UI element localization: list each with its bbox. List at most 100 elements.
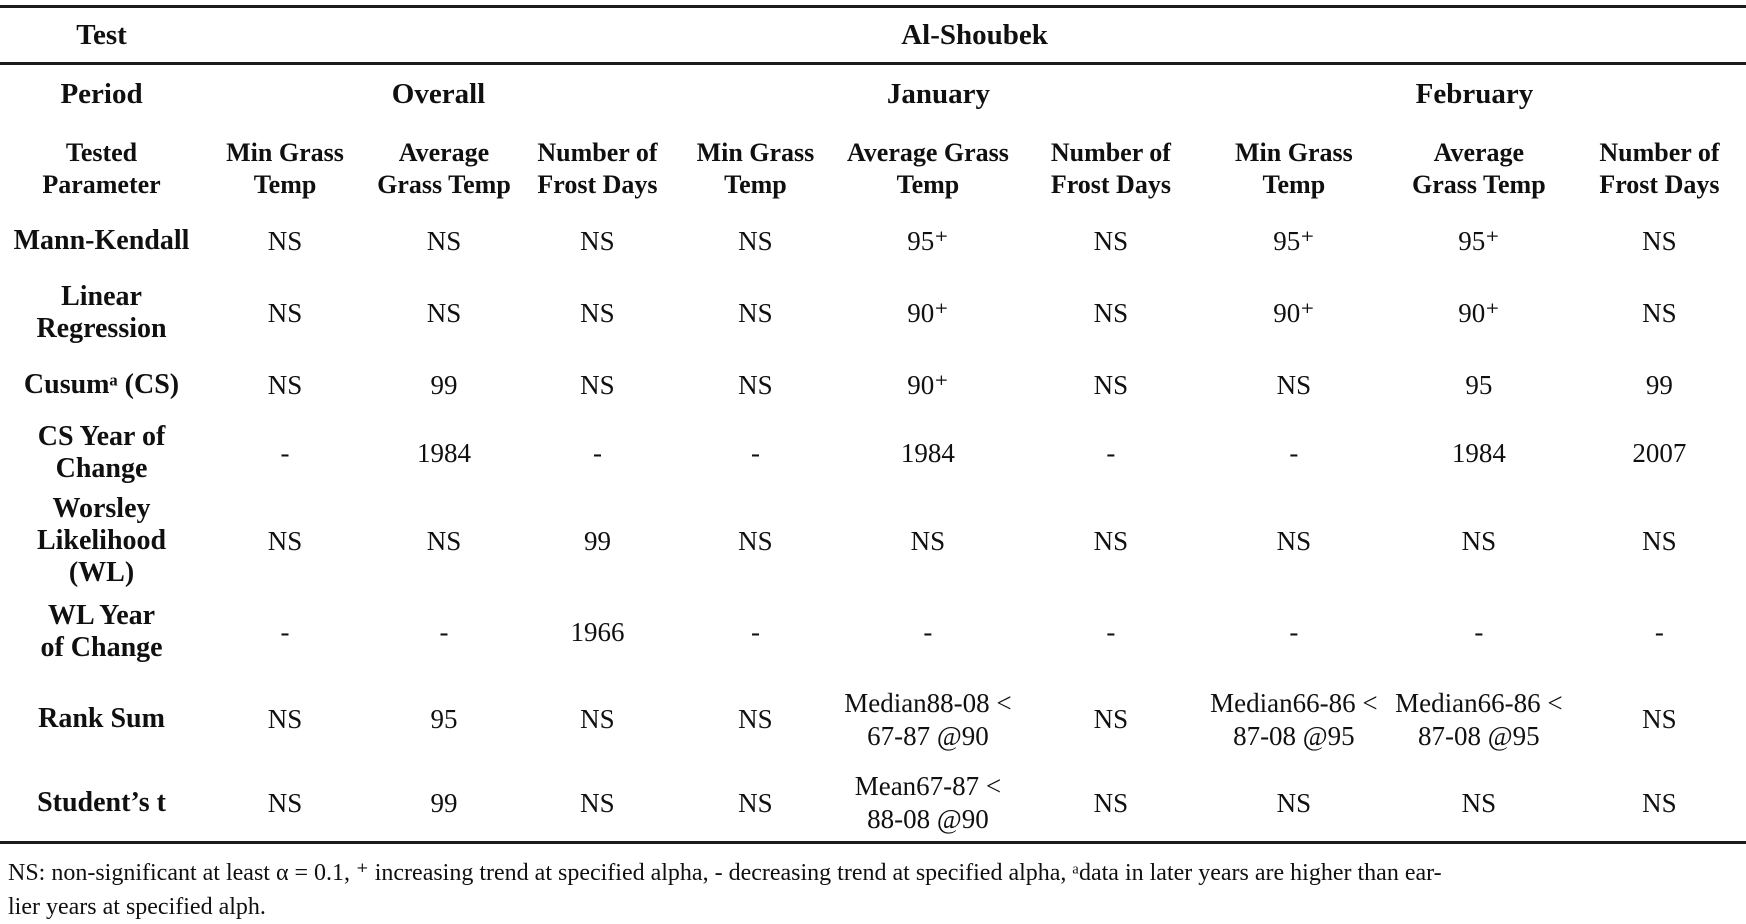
value-cell: 95⁺ xyxy=(907,226,949,257)
row-label-wl-year-of-change: WL Year of Change xyxy=(40,599,163,664)
value-cell: - xyxy=(439,616,449,647)
value-cell: 90⁺ xyxy=(907,297,949,328)
value-cell: - xyxy=(750,616,760,647)
site-header: Al-Shoubek xyxy=(203,6,1746,65)
row-label-worsley-likelihood: Worsley Likelihood (WL) xyxy=(36,493,167,589)
value-cell: - xyxy=(1106,437,1116,468)
value-cell: Median88-08 < 67-87 @90 xyxy=(844,688,1012,751)
value-cell: NS xyxy=(580,787,615,818)
value-cell: 95⁺ xyxy=(1458,226,1500,257)
value-cell: NS xyxy=(1642,226,1677,257)
table-row-cs-year-of-change: CS Year of Change - 1984 - - 1984 - - 19… xyxy=(0,413,1746,493)
param-header-february-frost-days: Number of Frost Days xyxy=(1599,138,1720,199)
table-row-mann-kendall: Mann-Kendall NS NS NS NS 95⁺ NS 95⁺ 95⁺ … xyxy=(0,215,1746,268)
value-cell: NS xyxy=(738,297,773,328)
value-cell: 99 xyxy=(1645,370,1673,401)
param-header-overall-avg-grass: Average Grass Temp xyxy=(377,138,511,199)
param-header-overall-min-grass: Min Grass Temp xyxy=(226,138,344,199)
value-cell: 99 xyxy=(430,370,458,401)
value-cell: NS xyxy=(1093,297,1129,328)
value-cell: Median66-86 < 87-08 @95 xyxy=(1395,688,1563,751)
value-cell: - xyxy=(1106,616,1116,647)
value-cell: NS xyxy=(267,787,303,818)
table-row-cusum: Cusumᵃ (CS) NS 99 NS NS 90⁺ NS NS 95 99 xyxy=(0,358,1746,413)
table-row-rank-sum: Rank Sum NS 95 NS NS Median88-08 < 67-87… xyxy=(0,675,1746,765)
table-row-parameters: Tested Parameter Min Grass Temp Average … xyxy=(0,123,1746,215)
value-cell: 95 xyxy=(430,704,458,735)
value-cell: NS xyxy=(1642,704,1677,735)
value-cell: NS xyxy=(580,370,615,401)
period-january: January xyxy=(886,77,990,110)
row-label-mann-kendall: Mann-Kendall xyxy=(13,225,190,257)
value-cell: NS xyxy=(1093,526,1129,557)
value-cell: NS xyxy=(1093,704,1129,735)
param-header-overall-frost-days: Number of Frost Days xyxy=(537,138,658,199)
value-cell: Median66-86 < 87-08 @95 xyxy=(1210,688,1378,751)
value-cell: - xyxy=(750,437,760,468)
period-overall: Overall xyxy=(391,77,486,110)
value-cell: 95 xyxy=(1465,370,1493,401)
value-cell: NS xyxy=(1461,526,1497,557)
param-header-february-min-grass: Min Grass Temp xyxy=(1235,138,1353,199)
value-cell: 99 xyxy=(583,526,611,557)
value-cell: NS xyxy=(1093,370,1129,401)
value-cell: NS xyxy=(1642,526,1677,557)
param-header-january-min-grass: Min Grass Temp xyxy=(696,138,815,199)
param-header-january-frost-days: Number of Frost Days xyxy=(1050,138,1171,199)
value-cell: NS xyxy=(267,297,303,328)
value-cell: NS xyxy=(580,704,615,735)
value-cell: NS xyxy=(267,370,303,401)
value-cell: - xyxy=(280,616,290,647)
value-cell: 1984 xyxy=(900,437,955,468)
value-cell: 2007 xyxy=(1632,437,1687,468)
value-cell: 1966 xyxy=(570,616,625,647)
param-header-january-avg-grass: Average Grass Temp xyxy=(846,138,1009,199)
value-cell: NS xyxy=(580,297,615,328)
value-cell: NS xyxy=(267,226,303,257)
value-cell: NS xyxy=(1642,297,1677,328)
test-corner-label: Test xyxy=(0,6,204,65)
table-row-period: Period Overall January February xyxy=(0,64,1746,124)
table-row-wl-year-of-change: WL Year of Change - - 1966 - - - - - - xyxy=(0,590,1746,675)
period-february: February xyxy=(1415,77,1534,110)
row-label-cs-year-of-change: CS Year of Change xyxy=(37,420,166,484)
value-cell: NS xyxy=(580,226,615,257)
table-row-site: Test Al-Shoubek xyxy=(0,6,1746,65)
value-cell: - xyxy=(1289,616,1299,647)
value-cell: NS xyxy=(267,526,303,557)
value-cell: - xyxy=(923,616,933,647)
value-cell: NS xyxy=(738,226,773,257)
value-cell: NS xyxy=(1093,787,1129,818)
value-cell: 95⁺ xyxy=(1273,226,1315,257)
value-cell: NS xyxy=(426,297,462,328)
value-cell: NS xyxy=(738,704,773,735)
value-cell: Mean67-87 < 88-08 @90 xyxy=(854,771,1002,834)
row-label-cusum: Cusumᵃ (CS) xyxy=(23,369,180,401)
value-cell: - xyxy=(1474,616,1484,647)
tested-parameter-header: Tested Parameter xyxy=(42,138,161,199)
param-header-february-avg-grass: Average Grass Temp xyxy=(1412,138,1546,199)
value-cell: - xyxy=(1654,616,1664,647)
value-cell: 90⁺ xyxy=(1458,297,1500,328)
table-row-linear-regression: Linear Regression NS NS NS NS 90⁺ NS 90⁺… xyxy=(0,268,1746,358)
value-cell: NS xyxy=(267,704,303,735)
row-label-students-t: Student’s t xyxy=(37,786,166,818)
value-cell: - xyxy=(280,437,290,468)
value-cell: NS xyxy=(426,526,462,557)
value-cell: NS xyxy=(1276,526,1312,557)
value-cell: NS xyxy=(1276,370,1312,401)
value-cell: NS xyxy=(1093,226,1129,257)
value-cell: 90⁺ xyxy=(1273,297,1315,328)
period-label: Period xyxy=(60,77,143,110)
value-cell: NS xyxy=(738,526,773,557)
table-row-students-t: Student’s t NS 99 NS NS Mean67-87 < 88-0… xyxy=(0,765,1746,843)
value-cell: 99 xyxy=(430,787,458,818)
value-cell: NS xyxy=(910,526,946,557)
value-cell: NS xyxy=(1642,787,1677,818)
value-cell: NS xyxy=(1276,787,1312,818)
row-label-rank-sum: Rank Sum xyxy=(38,703,165,735)
value-cell: NS xyxy=(426,226,462,257)
row-label-linear-regression: Linear Regression xyxy=(36,280,167,344)
value-cell: 1984 xyxy=(416,437,471,468)
value-cell: NS xyxy=(738,370,773,401)
